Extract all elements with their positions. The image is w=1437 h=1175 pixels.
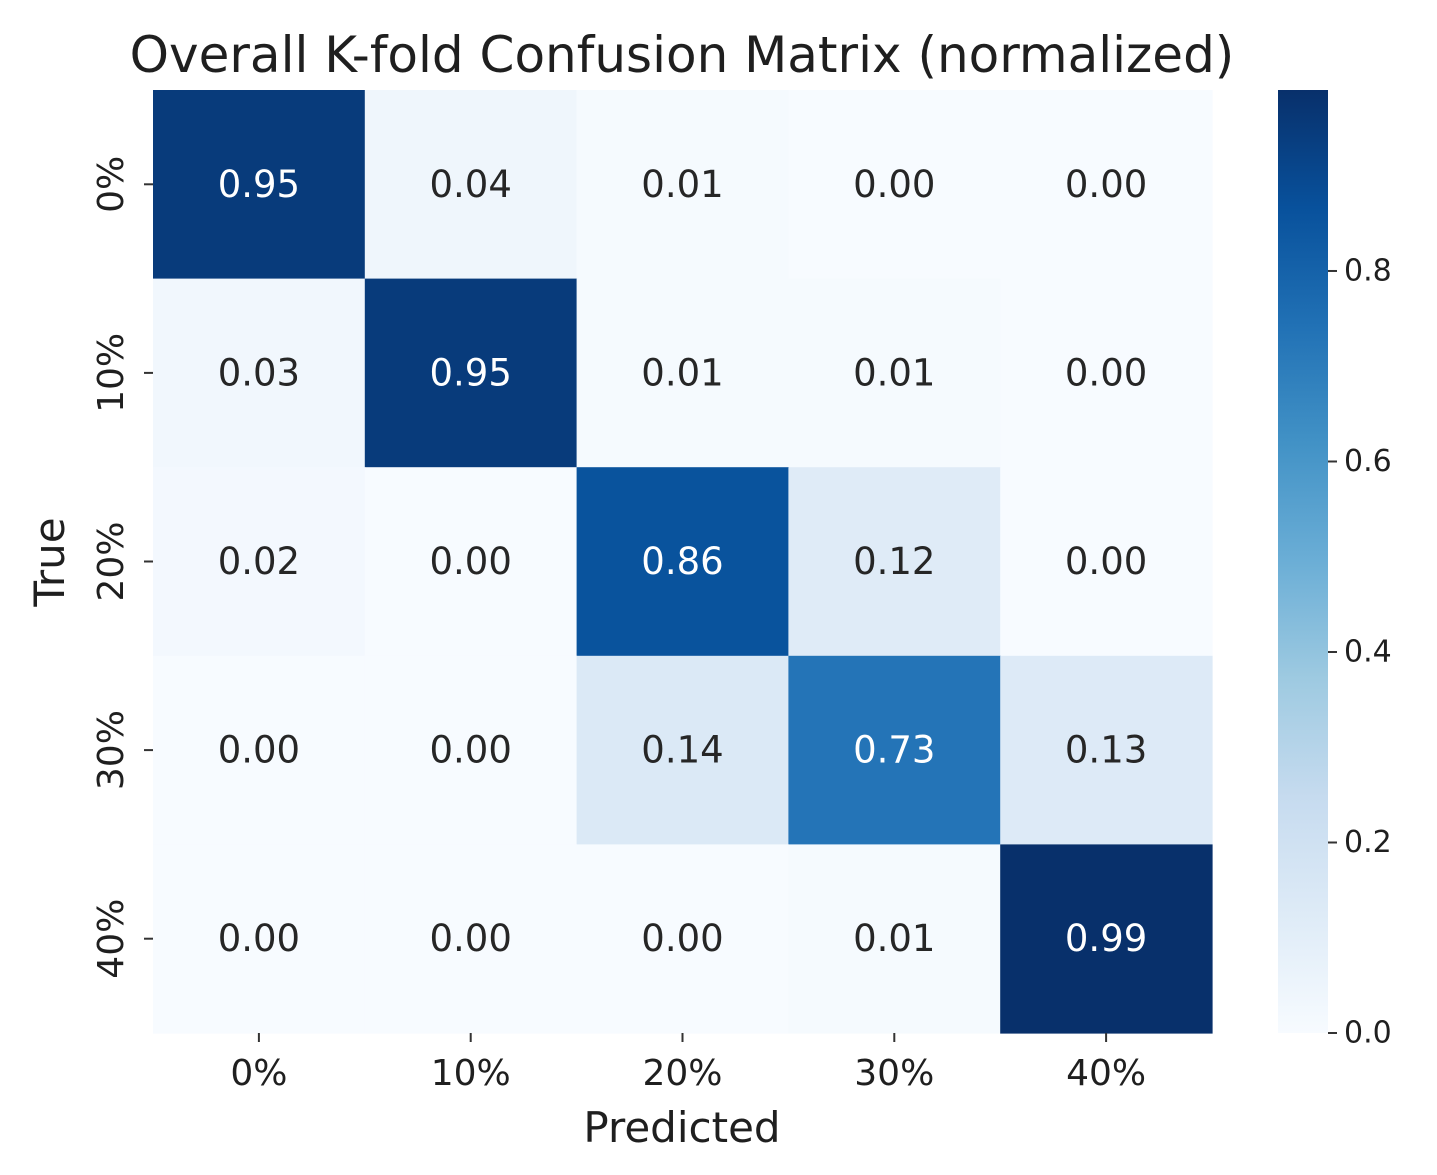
cell-value-label: 0.00 [218,917,300,960]
cell-value-label: 0.04 [430,163,512,206]
heatmap-cell [788,90,1001,280]
cell-value-label: 0.02 [218,540,300,583]
cell-value-label: 0.03 [218,351,300,394]
heatmap-cell [576,844,789,1034]
heatmap-cell [1000,278,1213,468]
colorbar-tick-label: 0.6 [1344,444,1392,479]
colorbar-ticks: 0.0 0.2 0.4 0.6 0.8 [1328,253,1392,1051]
cell-value-label: 0.00 [430,917,512,960]
heatmap-cell [153,90,366,280]
cell-value-label: 0.14 [641,729,723,772]
y-tick-label: 10% [91,333,132,413]
y-tick-label: 0% [91,156,132,213]
heatmap-cell [364,844,578,1034]
colorbar [1278,90,1328,1033]
cell-value-label: 0.12 [853,540,935,583]
heatmap-cell [153,278,366,468]
cell-value-label: 0.00 [1065,540,1147,583]
cell-value-label: 0.86 [641,540,723,583]
heatmap-cell [576,90,789,280]
colorbar-tick-label: 0.2 [1344,825,1392,860]
cell-value-label: 0.00 [218,729,300,772]
heatmap-cell [364,90,578,280]
x-tick-label: 0% [230,1053,287,1094]
heatmap-cell [788,655,1001,845]
x-axis-label: Predicted [583,1103,780,1152]
heatmap-cell [1000,655,1213,845]
heatmap-cell [1000,467,1213,657]
cell-value-label: 0.95 [218,163,300,206]
chart-title: Overall K-fold Confusion Matrix (normali… [130,26,1235,84]
heatmap-cell [576,655,789,845]
cell-value-label: 0.00 [430,729,512,772]
cell-value-label: 0.00 [853,163,935,206]
heatmap-cell [788,278,1001,468]
y-axis-ticks: 0% 10% 20% 30% 40% [91,156,153,979]
cell-value-label: 0.01 [853,917,935,960]
cell-value-label: 0.00 [641,917,723,960]
cell-value-label: 0.13 [1065,729,1147,772]
x-tick-label: 40% [1066,1053,1146,1094]
heatmap-cell [1000,90,1213,280]
x-tick-label: 30% [854,1053,934,1094]
heatmap-cell [364,655,578,845]
cell-value-label: 0.73 [853,729,935,772]
x-tick-label: 10% [431,1053,511,1094]
cell-value-label: 0.01 [641,351,723,394]
heatmap-cell [788,467,1001,657]
heatmap-cell [1000,844,1213,1034]
heatmap-cell [153,844,366,1034]
cell-value-label: 0.00 [430,540,512,583]
heatmap-cell [576,467,789,657]
heatmap-cell [788,844,1001,1034]
y-tick-label: 30% [91,710,132,790]
x-tick-label: 20% [642,1053,722,1094]
heatmap-cell [364,278,578,468]
cell-value-label: 0.00 [1065,163,1147,206]
colorbar-tick-label: 0.0 [1344,1016,1392,1051]
x-axis-ticks: 0% 10% 20% 30% 40% [230,1033,1146,1094]
heatmap-cell-labels: 0.95 0.04 0.01 0.00 0.00 0.03 0.95 0.01 0.01 0.00… [218,163,1148,960]
cell-value-label: 0.95 [430,351,512,394]
cell-value-label: 0.99 [1065,917,1147,960]
cell-value-label: 0.01 [853,351,935,394]
colorbar-tick-label: 0.8 [1344,253,1392,288]
y-axis-label: True [25,517,74,607]
colorbar-tick-label: 0.4 [1344,634,1392,669]
heatmap-cell [576,278,789,468]
y-tick-label: 40% [91,899,132,979]
cell-value-label: 0.00 [1065,351,1147,394]
heatmap-cell [364,467,578,657]
heatmap-cell [153,655,366,845]
cell-value-label: 0.01 [641,163,723,206]
y-tick-label: 20% [91,521,132,601]
heatmap-cells [153,90,1213,1034]
heatmap-cell [153,467,366,657]
